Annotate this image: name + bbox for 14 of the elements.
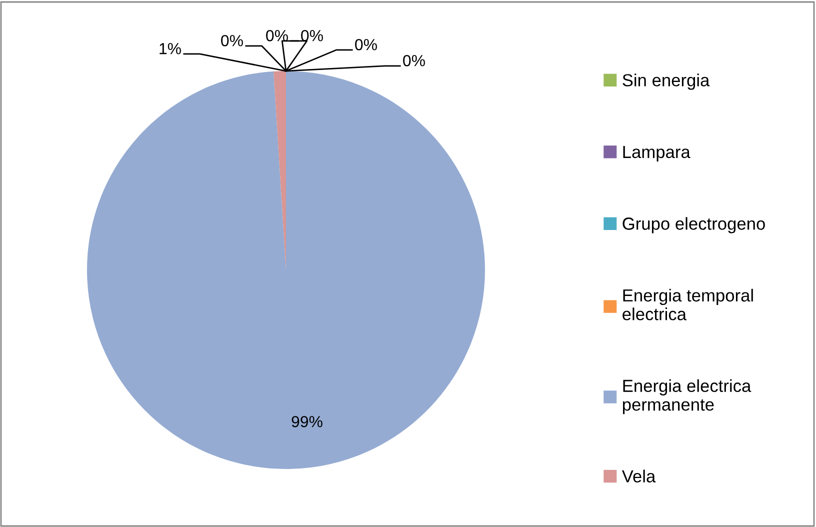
- legend-label: Energia electrica permanente: [622, 379, 752, 414]
- pie-slice: [87, 71, 485, 469]
- data-label: 1%: [160, 43, 181, 54]
- legend-label: Sin energia: [622, 74, 710, 90]
- legend-label: Lampara: [623, 146, 690, 162]
- legend-label: Vela: [622, 470, 656, 482]
- data-label: 99%: [292, 416, 322, 428]
- text: 0%: [266, 30, 288, 42]
- text: 0%: [403, 54, 425, 66]
- legend-label: Energia temporal electrica: [622, 288, 753, 320]
- text: 0%: [221, 34, 243, 46]
- text: 0%: [301, 30, 323, 42]
- legend-label: Grupo electrogeno: [622, 217, 765, 234]
- text: 0%: [355, 38, 377, 50]
